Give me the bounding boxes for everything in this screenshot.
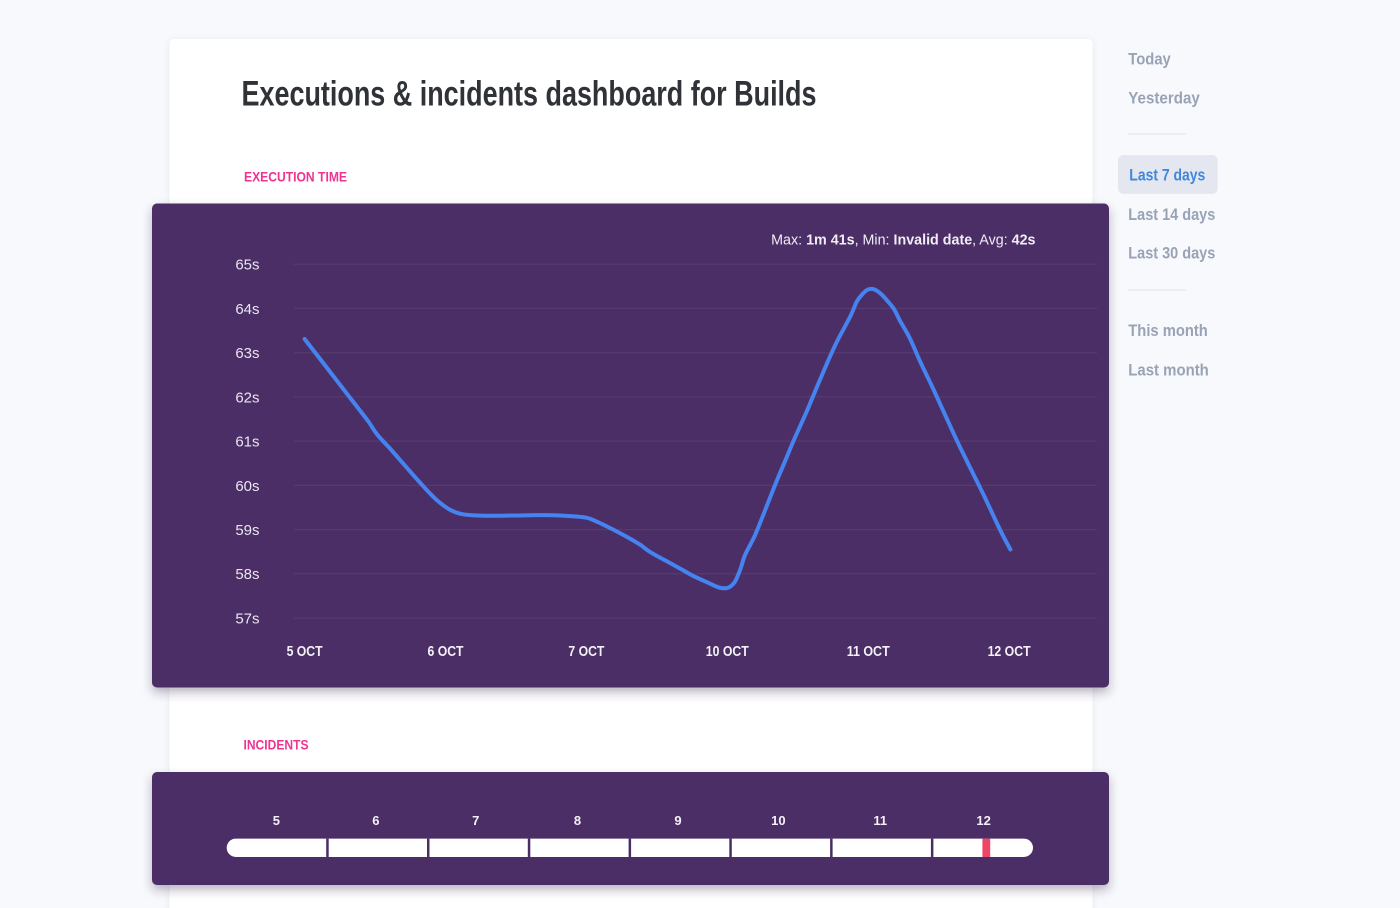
svg-text:7 OCT: 7 OCT xyxy=(568,644,604,660)
svg-text:Last month: Last month xyxy=(1128,361,1209,379)
svg-text:64s: 64s xyxy=(235,301,259,318)
svg-text:10 OCT: 10 OCT xyxy=(706,644,749,660)
svg-text:11 OCT: 11 OCT xyxy=(847,644,890,660)
svg-text:7: 7 xyxy=(472,813,479,828)
svg-text:Last 30 days: Last 30 days xyxy=(1128,244,1215,262)
svg-text:58s: 58s xyxy=(235,566,259,583)
svg-text:Max: 1m 41s, Min: Invalid date: Max: 1m 41s, Min: Invalid date, Avg: 42s xyxy=(771,233,1035,249)
svg-text:Last 7 days: Last 7 days xyxy=(1129,167,1205,185)
svg-text:8: 8 xyxy=(574,813,581,828)
svg-text:62s: 62s xyxy=(235,389,259,406)
svg-text:Yesterday: Yesterday xyxy=(1128,90,1200,108)
svg-text:6 OCT: 6 OCT xyxy=(428,644,464,660)
svg-text:12 OCT: 12 OCT xyxy=(988,644,1031,660)
svg-text:Executions & incidents dashboa: Executions & incidents dashboard for Bui… xyxy=(242,75,817,114)
svg-text:This month: This month xyxy=(1128,322,1208,340)
svg-text:Last 14 days: Last 14 days xyxy=(1128,206,1215,224)
svg-text:12: 12 xyxy=(976,813,990,828)
svg-text:59s: 59s xyxy=(235,522,259,539)
svg-text:5 OCT: 5 OCT xyxy=(287,644,323,660)
svg-text:INCIDENTS: INCIDENTS xyxy=(244,737,309,752)
svg-text:63s: 63s xyxy=(235,345,259,362)
svg-text:57s: 57s xyxy=(235,611,259,628)
svg-text:EXECUTION TIME: EXECUTION TIME xyxy=(244,170,347,185)
svg-text:10: 10 xyxy=(771,813,785,828)
svg-text:5: 5 xyxy=(273,813,280,828)
svg-text:60s: 60s xyxy=(235,478,259,495)
svg-text:9: 9 xyxy=(674,813,681,828)
svg-text:65s: 65s xyxy=(235,257,259,274)
svg-text:Today: Today xyxy=(1128,50,1171,68)
svg-text:61s: 61s xyxy=(235,434,259,451)
svg-text:11: 11 xyxy=(873,813,887,828)
svg-text:6: 6 xyxy=(372,813,379,828)
